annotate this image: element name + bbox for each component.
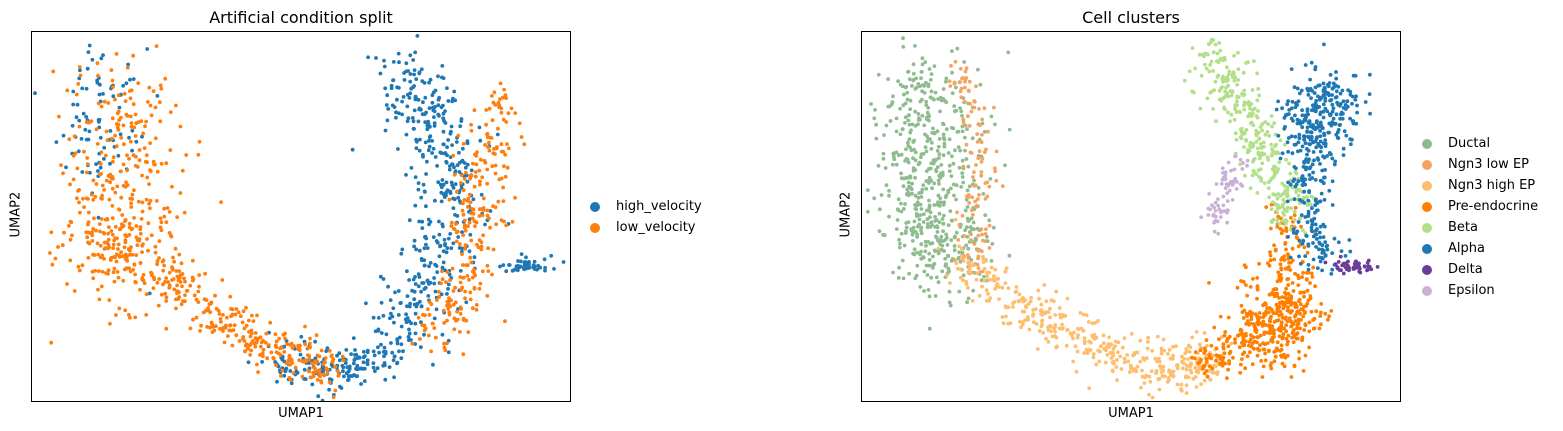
legend-label: Ngn3 high EP (1448, 178, 1536, 193)
y-axis-label-condition: UMAP2 (8, 191, 24, 238)
legend-item: Ngn3 high EP (1422, 175, 1538, 196)
point-group (1274, 42, 1372, 276)
legend-label: Pre-endocrine (1448, 199, 1539, 214)
legend-marker (1422, 138, 1432, 149)
x-axis-label-condition: UMAP1 (278, 406, 324, 421)
legend-item: Epsilon (1422, 280, 1538, 301)
legend-item: Alpha (1422, 238, 1538, 259)
plot-area-condition (31, 31, 571, 402)
point-group (1182, 37, 1316, 242)
plot-area-clusters (861, 31, 1401, 402)
legend-label: Ductal (1448, 136, 1491, 151)
legend-item: low_velocity (590, 217, 702, 238)
scatter-clusters (865, 36, 1380, 400)
legend-label: high_velocity (616, 199, 702, 214)
legend-item: Pre-endocrine (1422, 196, 1538, 217)
legend-item: Beta (1422, 217, 1538, 238)
legend-marker (1422, 243, 1432, 254)
point-group (1199, 154, 1250, 236)
legend-marker (590, 201, 600, 212)
legend-marker (1422, 159, 1432, 170)
legend-label: Ngn3 low EP (1448, 157, 1530, 172)
legend-marker (1422, 264, 1432, 275)
legend-item: Ductal (1422, 133, 1538, 154)
legend-marker (1422, 201, 1432, 212)
legend-clusters: Ductal Ngn3 low EP Ngn3 high EP Pre-endocri… (1422, 133, 1538, 301)
legend-label: low_velocity (616, 220, 696, 235)
legend-item: Delta (1422, 259, 1538, 280)
legend-marker (1422, 285, 1432, 296)
chart-title-clusters: Cell clusters (1082, 8, 1180, 27)
legend-condition: high_velocity low_velocity (590, 196, 702, 238)
point-group (48, 44, 527, 400)
legend-label: Beta (1448, 220, 1478, 235)
legend-marker (1422, 180, 1432, 191)
y-axis-label-clusters: UMAP2 (838, 191, 854, 238)
legend-label: Alpha (1448, 241, 1485, 256)
point-group (947, 59, 1005, 275)
legend-label: Delta (1448, 262, 1483, 277)
legend-item: high_velocity (590, 196, 702, 217)
legend-label: Epsilon (1448, 283, 1495, 298)
point-group (865, 36, 1012, 331)
legend-item: Ngn3 low EP (1422, 154, 1538, 175)
x-axis-label-clusters: UMAP1 (1108, 406, 1154, 421)
point-group (1190, 202, 1347, 380)
point-group (936, 217, 1234, 400)
legend-marker (1422, 222, 1432, 233)
chart-title-condition: Artificial condition split (209, 8, 393, 27)
legend-marker (590, 222, 600, 233)
point-group (1323, 254, 1380, 276)
scatter-condition (33, 34, 566, 401)
